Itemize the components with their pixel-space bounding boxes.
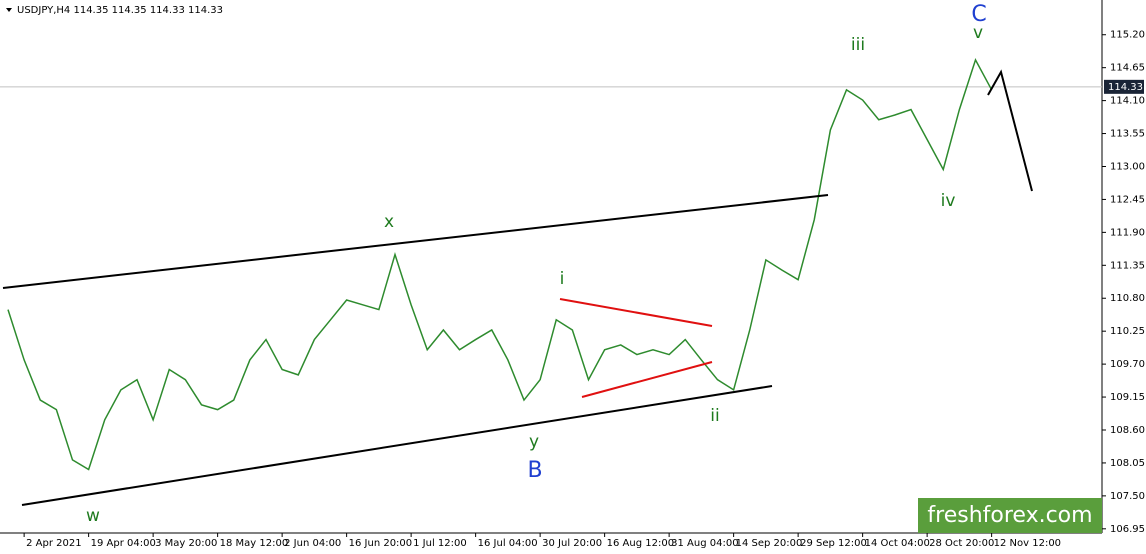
x-tick-label: 2 Apr 2021 [26, 538, 81, 549]
y-tick-label: 114.65 [1110, 63, 1145, 74]
y-tick-label: 108.05 [1110, 458, 1145, 469]
wave-label: iii [851, 35, 865, 55]
y-tick-label: 109.70 [1110, 359, 1145, 370]
x-tick-label: 28 Oct 20:00 [929, 538, 994, 549]
x-tick-label: 30 Jul 20:00 [542, 538, 602, 549]
wave-label: x [384, 212, 394, 232]
y-tick-label: 111.35 [1110, 260, 1145, 271]
y-tick-label: 112.45 [1110, 194, 1145, 205]
x-tick-label: 16 Aug 12:00 [607, 538, 674, 549]
x-tick-label: 12 Nov 12:00 [994, 538, 1061, 549]
y-tick-label: 114.10 [1110, 96, 1145, 107]
wave-label: y [529, 432, 539, 452]
x-tick-label: 1 Jul 12:00 [413, 538, 467, 549]
header: USDJPY,H4 114.35 114.35 114.33 114.33 [17, 5, 223, 16]
menu-arrow [6, 8, 12, 12]
wave-label: w [86, 506, 100, 526]
x-tick-label: 3 May 20:00 [155, 538, 217, 549]
y-tick-label: 110.80 [1110, 293, 1145, 304]
channel-upper [2, 194, 829, 289]
wave-label: B [527, 458, 542, 483]
y-tick-label: 107.50 [1110, 491, 1145, 502]
y-tick-label: 110.25 [1110, 326, 1145, 337]
x-tick-label: 31 Aug 04:00 [671, 538, 738, 549]
y-tick-label: 113.00 [1110, 161, 1145, 172]
y-tick-label: 108.60 [1110, 425, 1145, 436]
current-price-box [1104, 79, 1144, 94]
y-tick-label: 109.15 [1110, 392, 1145, 403]
x-tick-label: 19 Apr 04:00 [91, 538, 156, 549]
y-tick-label: 113.55 [1110, 129, 1145, 140]
triangle-lower [581, 361, 713, 398]
watermark-text: freshforex.com [927, 503, 1092, 528]
wave-label: i [560, 269, 565, 289]
x-tick-label: 16 Jul 04:00 [478, 538, 538, 549]
x-tick-label: 16 Jun 20:00 [349, 538, 413, 549]
wave-label: v [973, 23, 983, 43]
y-tick-label: 106.95 [1110, 524, 1145, 535]
price-line [7, 57, 993, 471]
x-tick-label: 18 May 12:00 [220, 538, 289, 549]
wave-label: iv [941, 191, 956, 211]
wave-label: ii [710, 406, 719, 426]
y-tick-label: 111.90 [1110, 227, 1145, 238]
projection [987, 69, 1033, 192]
x-tick-label: 29 Sep 12:00 [800, 538, 867, 549]
wave-label: C [971, 2, 986, 27]
x-tick-label: 2 Jun 04:00 [284, 538, 341, 549]
x-tick-label: 14 Sep 20:00 [736, 538, 803, 549]
y-tick-label: 115.20 [1110, 30, 1145, 41]
x-tick-label: 14 Oct 04:00 [865, 538, 930, 549]
watermark: freshforex.com [918, 498, 1102, 533]
channel-lower [21, 385, 773, 506]
triangle-upper [559, 298, 713, 327]
current-price-label: 114.33 [1108, 82, 1143, 93]
watermark-box [918, 498, 1102, 533]
